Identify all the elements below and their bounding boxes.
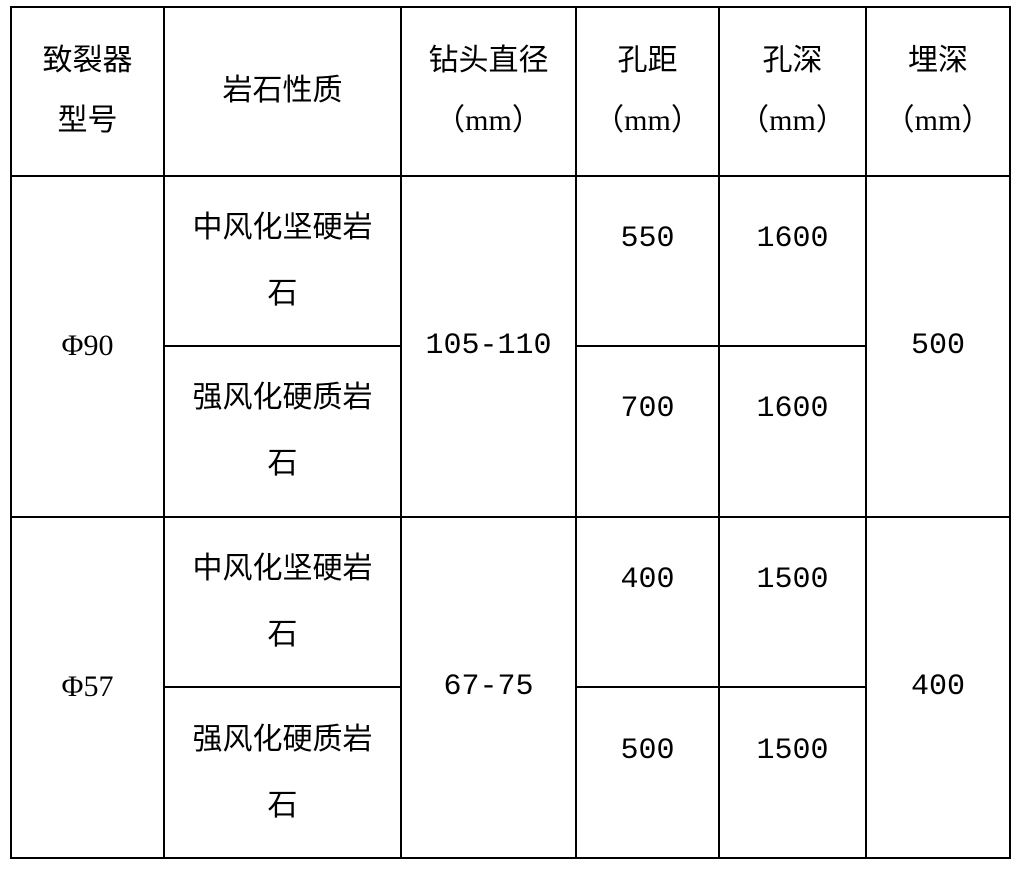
spacing-0-1: 700 — [620, 392, 674, 426]
rock-1-0-l2: 石 — [268, 618, 298, 651]
col-header-model: 致裂器 型号 — [11, 7, 164, 176]
table-row: Φ90 中风化坚硬岩 石 105-110 550 1600 500 — [11, 176, 1010, 347]
col-header-spacing-l1: 孔距 — [618, 44, 678, 77]
depth-1-0: 1500 — [756, 563, 828, 597]
model-value-1: Φ57 — [62, 670, 114, 703]
cell-depth-1-1: 1500 — [719, 687, 866, 858]
spacing-1-0: 400 — [620, 563, 674, 597]
table-header-row: 致裂器 型号 岩石性质 钻头直径 （mm） 孔距 （mm） 孔深 （mm） 埋深… — [11, 7, 1010, 176]
depth-0-0: 1600 — [756, 222, 828, 256]
cell-rock-0-1: 强风化硬质岩 石 — [164, 346, 401, 517]
col-header-depth-l2: （mm） — [739, 104, 846, 137]
rock-0-1-l1: 强风化硬质岩 — [193, 381, 373, 414]
burial-value-1: 400 — [911, 670, 965, 704]
rock-0-0-l1: 中风化坚硬岩 — [193, 211, 373, 244]
col-header-depth-l1: 孔深 — [763, 44, 823, 77]
rock-1-1-l2: 石 — [268, 789, 298, 822]
col-header-model-l2: 型号 — [58, 104, 118, 137]
cell-burial-0: 500 — [866, 176, 1010, 517]
cell-drill-0: 105-110 — [401, 176, 576, 517]
cell-spacing-0-0: 550 — [576, 176, 719, 347]
cell-model-0: Φ90 — [11, 176, 164, 517]
cell-model-1: Φ57 — [11, 517, 164, 858]
model-value-0: Φ90 — [62, 329, 114, 362]
col-header-drill-l1: 钻头直径 — [429, 44, 549, 77]
cell-spacing-1-1: 500 — [576, 687, 719, 858]
col-header-spacing: 孔距 （mm） — [576, 7, 719, 176]
cell-rock-1-1: 强风化硬质岩 石 — [164, 687, 401, 858]
cell-spacing-1-0: 400 — [576, 517, 719, 688]
cell-rock-0-0: 中风化坚硬岩 石 — [164, 176, 401, 347]
cell-spacing-0-1: 700 — [576, 346, 719, 517]
table-row: Φ57 中风化坚硬岩 石 67-75 400 1500 400 — [11, 517, 1010, 688]
spacing-0-0: 550 — [620, 222, 674, 256]
col-header-burial-l2: （mm） — [885, 104, 992, 137]
cell-burial-1: 400 — [866, 517, 1010, 858]
table-container: 致裂器 型号 岩石性质 钻头直径 （mm） 孔距 （mm） 孔深 （mm） 埋深… — [0, 0, 1021, 871]
cell-drill-1: 67-75 — [401, 517, 576, 858]
spacing-1-1: 500 — [620, 734, 674, 768]
cell-depth-1-0: 1500 — [719, 517, 866, 688]
cell-rock-1-0: 中风化坚硬岩 石 — [164, 517, 401, 688]
col-header-model-l1: 致裂器 — [43, 44, 133, 77]
depth-0-1: 1600 — [756, 392, 828, 426]
cell-depth-0-1: 1600 — [719, 346, 866, 517]
col-header-rock: 岩石性质 — [164, 7, 401, 176]
drill-value-0: 105-110 — [425, 329, 551, 363]
rock-0-0-l2: 石 — [268, 277, 298, 310]
col-header-burial-l1: 埋深 — [908, 44, 968, 77]
rock-1-1-l1: 强风化硬质岩 — [193, 723, 373, 756]
rock-0-1-l2: 石 — [268, 447, 298, 480]
col-header-drill-l2: （mm） — [435, 104, 542, 137]
col-header-rock-l1: 岩石性质 — [223, 74, 343, 107]
specs-table: 致裂器 型号 岩石性质 钻头直径 （mm） 孔距 （mm） 孔深 （mm） 埋深… — [10, 6, 1011, 859]
burial-value-0: 500 — [911, 329, 965, 363]
rock-1-0-l1: 中风化坚硬岩 — [193, 552, 373, 585]
cell-depth-0-0: 1600 — [719, 176, 866, 347]
col-header-drill: 钻头直径 （mm） — [401, 7, 576, 176]
col-header-burial: 埋深 （mm） — [866, 7, 1010, 176]
col-header-depth: 孔深 （mm） — [719, 7, 866, 176]
depth-1-1: 1500 — [756, 734, 828, 768]
col-header-spacing-l2: （mm） — [594, 104, 701, 137]
drill-value-1: 67-75 — [443, 670, 533, 704]
